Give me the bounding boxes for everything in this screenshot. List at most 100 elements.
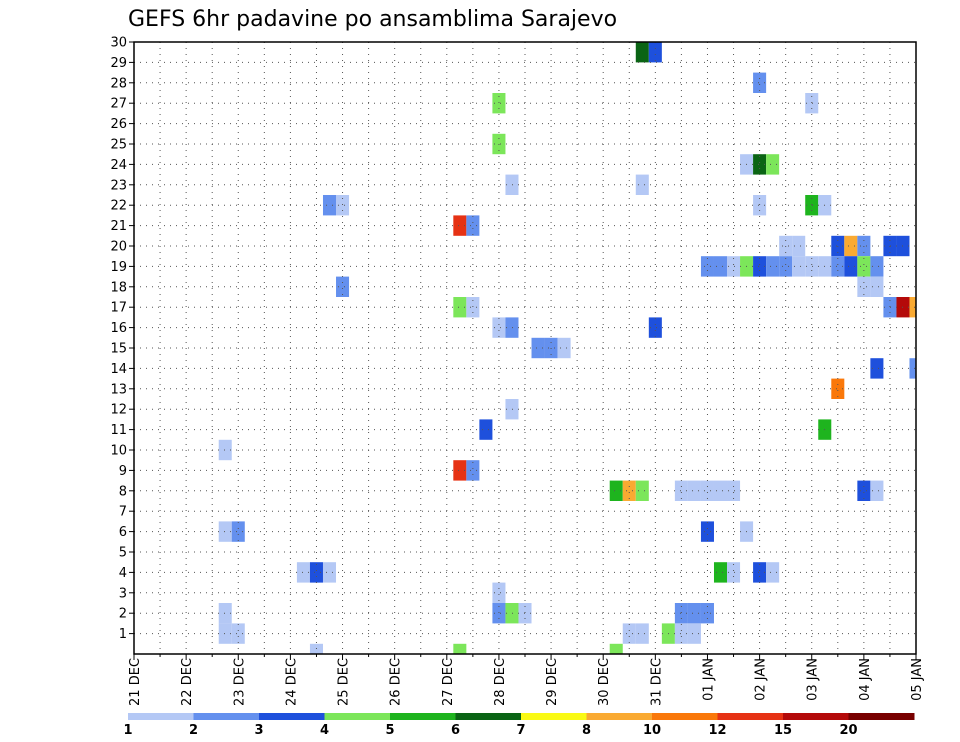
precip-cell xyxy=(792,235,806,257)
y-tick-label: 23 xyxy=(110,178,127,193)
precip-cell xyxy=(635,42,649,63)
precip-cell xyxy=(766,256,780,277)
y-tick-label: 20 xyxy=(110,240,127,255)
colorbar-label: 20 xyxy=(839,723,857,738)
precip-cell xyxy=(635,174,649,195)
precip-cell xyxy=(753,256,767,277)
y-tick-label: 13 xyxy=(110,382,127,397)
precip-cell xyxy=(453,215,467,236)
colorbar-label: 6 xyxy=(451,723,460,738)
precip-cell xyxy=(713,256,728,277)
x-tick-label: 26 DEC xyxy=(389,658,404,706)
precip-cell xyxy=(296,562,310,583)
colorbar-swatch xyxy=(455,713,522,720)
precip-cell xyxy=(753,154,767,175)
y-tick-label: 1 xyxy=(119,627,127,642)
y-tick-label: 8 xyxy=(119,484,127,499)
precip-cell xyxy=(231,521,245,542)
y-tick-label: 16 xyxy=(110,321,127,336)
colorbar-swatch xyxy=(390,713,456,720)
x-tick-label: 04 JAN xyxy=(858,658,873,701)
colorbar-label: 4 xyxy=(320,723,329,738)
precip-cell xyxy=(870,358,884,379)
precip-cell xyxy=(453,297,467,318)
colorbar-swatch xyxy=(324,713,391,720)
y-tick-label: 4 xyxy=(119,566,127,581)
precip-cell xyxy=(609,643,623,654)
y-tick-label: 17 xyxy=(110,301,127,316)
chart-title: GEFS 6hr padavine po ansamblima Sarajevo xyxy=(128,7,617,32)
y-tick-label: 10 xyxy=(110,444,127,459)
precip-cell xyxy=(831,256,845,277)
precip-cell xyxy=(492,317,506,338)
y-tick-label: 7 xyxy=(119,505,127,520)
precip-cell xyxy=(322,562,337,583)
x-tick-label: 30 DEC xyxy=(597,658,612,706)
precip-cell xyxy=(713,562,728,583)
precip-cell xyxy=(870,256,884,277)
precip-cell xyxy=(648,42,662,63)
colorbar-label: 2 xyxy=(189,723,198,738)
precip-cell xyxy=(909,297,916,318)
y-tick-label: 6 xyxy=(119,525,127,540)
x-tick-label: 27 DEC xyxy=(441,658,456,706)
precip-cell xyxy=(727,256,741,277)
colorbar-swatch xyxy=(717,713,784,720)
precip-cell xyxy=(674,623,688,644)
precip-cell xyxy=(466,215,480,236)
y-tick-label: 21 xyxy=(110,219,127,234)
x-tick-label: 01 JAN xyxy=(701,658,716,701)
precip-cell xyxy=(713,480,728,501)
precip-cell xyxy=(218,623,232,644)
x-tick-label: 25 DEC xyxy=(337,658,352,706)
precip-cell xyxy=(805,93,819,114)
colorbar-swatch xyxy=(848,713,915,720)
precip-cell xyxy=(883,297,897,318)
x-tick-label: 28 DEC xyxy=(493,658,508,706)
y-tick-label: 15 xyxy=(110,342,127,357)
precip-cell xyxy=(557,337,571,359)
precip-cell xyxy=(687,603,701,624)
precip-cell xyxy=(870,276,884,297)
precip-cell xyxy=(753,195,767,216)
precip-cell xyxy=(870,480,884,501)
precip-cell xyxy=(857,276,871,297)
y-tick-label: 27 xyxy=(110,97,127,112)
x-axis: 21 DEC 22 DEC 23 DEC 24 DEC 25 DEC 26 DEC 27 D… xyxy=(128,654,925,706)
precip-cell xyxy=(753,562,767,583)
x-tick-label: 02 JAN xyxy=(754,658,769,701)
colorbar-swatch xyxy=(783,713,849,720)
precip-cell xyxy=(674,603,688,624)
precip-cell xyxy=(700,603,714,624)
precip-cell xyxy=(622,480,636,501)
x-tick-label: 29 DEC xyxy=(545,658,560,706)
y-tick-label: 9 xyxy=(119,464,127,479)
y-tick-label: 29 xyxy=(110,56,127,71)
precip-cell xyxy=(635,623,649,644)
y-tick-label: 3 xyxy=(119,586,127,601)
precip-cell xyxy=(727,480,741,501)
precip-cell xyxy=(218,439,232,461)
precip-cell xyxy=(727,562,741,583)
y-tick-label: 26 xyxy=(110,117,127,132)
colorbar-label: 10 xyxy=(643,723,661,738)
precip-cell xyxy=(322,195,337,216)
precip-cell xyxy=(635,480,649,501)
colorbar-label: 3 xyxy=(254,723,263,738)
x-tick-label: 31 DEC xyxy=(649,658,664,706)
y-tick-label: 12 xyxy=(110,403,127,418)
x-tick-label: 03 JAN xyxy=(806,658,821,701)
precip-cell xyxy=(492,603,506,624)
y-tick-label: 5 xyxy=(119,546,127,561)
precip-cell xyxy=(309,562,323,583)
precip-cell xyxy=(805,256,819,277)
y-tick-label: 2 xyxy=(119,607,127,622)
precip-cell xyxy=(609,480,623,501)
precip-cell xyxy=(336,276,350,297)
colorbar-swatch xyxy=(652,713,718,720)
colorbar-label: 7 xyxy=(516,723,525,738)
precipitation-cells xyxy=(218,42,916,654)
precip-cell xyxy=(505,317,519,338)
colorbar-label: 1 xyxy=(123,723,132,738)
